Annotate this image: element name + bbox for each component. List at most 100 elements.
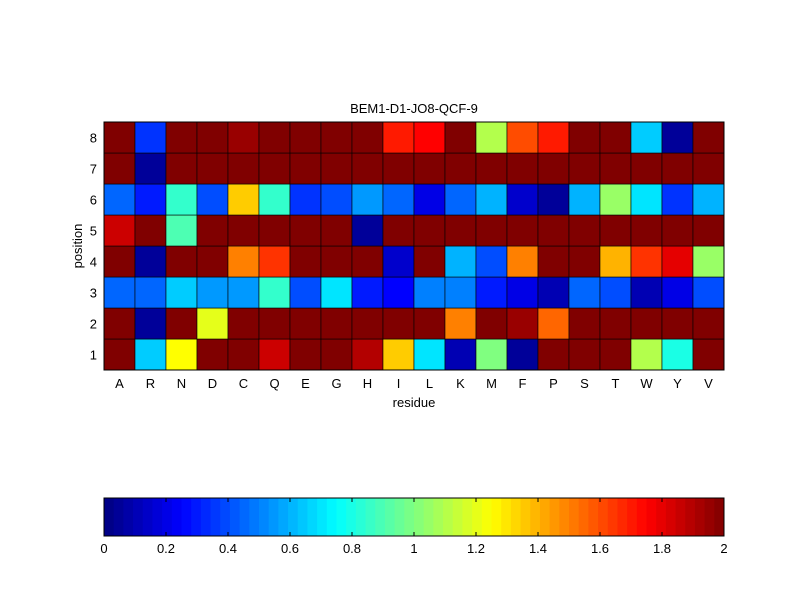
heatmap-cell bbox=[134, 307, 167, 340]
heatmap-cell bbox=[692, 276, 725, 309]
heatmap-cell bbox=[692, 214, 725, 247]
heatmap-cell bbox=[289, 183, 322, 216]
heatmap-cell bbox=[568, 245, 601, 278]
heatmap-cell bbox=[413, 183, 446, 216]
plot-frame bbox=[103, 121, 725, 371]
x-tick-label: Y bbox=[673, 376, 682, 391]
heatmap-cell bbox=[320, 245, 353, 278]
heatmap-cell bbox=[134, 338, 167, 371]
y-axis-label: position bbox=[70, 224, 85, 269]
x-tick-label: T bbox=[612, 376, 620, 391]
heatmap-cell bbox=[661, 245, 694, 278]
colorbar-tick-label: 1.8 bbox=[653, 541, 671, 556]
heatmap-cell bbox=[320, 121, 353, 154]
heatmap-cell bbox=[630, 152, 663, 185]
colorbar-tick-label: 0.6 bbox=[281, 541, 299, 556]
heatmap-cell bbox=[537, 338, 570, 371]
x-tick-label: D bbox=[208, 376, 217, 391]
heatmap-cell bbox=[103, 183, 136, 216]
heatmap-cell bbox=[289, 214, 322, 247]
heatmap-cell bbox=[134, 152, 167, 185]
heatmap-cell bbox=[351, 152, 384, 185]
colorbar-segment bbox=[685, 498, 696, 536]
y-tick-label: 1 bbox=[90, 348, 97, 363]
colorbar-segment bbox=[346, 498, 357, 536]
colorbar-segment bbox=[123, 498, 134, 536]
heatmap-cell bbox=[692, 121, 725, 154]
colorbar-segment bbox=[539, 498, 551, 536]
heatmap-cell bbox=[351, 338, 384, 371]
colorbar-segment bbox=[297, 498, 308, 536]
x-tick-label: A bbox=[115, 376, 124, 391]
colorbar-segment bbox=[220, 498, 231, 536]
heatmap-cell bbox=[320, 276, 353, 309]
x-tick-label: C bbox=[239, 376, 248, 391]
heatmap-cell bbox=[537, 152, 570, 185]
colorbar-segment bbox=[336, 498, 347, 536]
heatmap-cells bbox=[103, 121, 725, 371]
colorbar-segment bbox=[278, 498, 289, 536]
chart-title: BEM1-D1-JO8-QCF-9 bbox=[350, 101, 478, 116]
heatmap-cell bbox=[227, 307, 260, 340]
heatmap-cell bbox=[599, 276, 632, 309]
heatmap-cell bbox=[227, 338, 260, 371]
heatmap-cell bbox=[196, 214, 229, 247]
colorbar-tick-labels: 0 0.2 0.4 0.6 0.8 1 1.2 1.4 1.6 1.8 2 bbox=[100, 498, 728, 556]
heatmap-cell bbox=[289, 152, 322, 185]
colorbar-segment bbox=[569, 498, 580, 536]
heatmap-cell bbox=[506, 183, 539, 216]
heatmap-cell bbox=[134, 121, 167, 154]
y-tick-label: 6 bbox=[90, 193, 97, 208]
heatmap-cell bbox=[475, 183, 508, 216]
heatmap-cell bbox=[258, 245, 291, 278]
colorbar-tick-label: 1.2 bbox=[467, 541, 485, 556]
heatmap-cell bbox=[320, 338, 353, 371]
heatmap-cell bbox=[227, 245, 260, 278]
heatmap-cell bbox=[599, 183, 632, 216]
colorbar-segment bbox=[259, 498, 270, 536]
x-tick-label: N bbox=[177, 376, 186, 391]
heatmap-cell bbox=[444, 338, 477, 371]
heatmap-cell bbox=[382, 307, 415, 340]
heatmap-cell bbox=[289, 121, 322, 154]
y-tick-labels: 1 2 3 4 5 6 7 8 bbox=[90, 131, 97, 363]
y-tick-label: 3 bbox=[90, 286, 97, 301]
heatmap-cell bbox=[599, 338, 632, 371]
heatmap-cell bbox=[506, 214, 539, 247]
heatmap-cell bbox=[630, 183, 663, 216]
colorbar-segment bbox=[239, 498, 250, 536]
x-tick-label: Q bbox=[269, 376, 279, 391]
y-tick-label: 7 bbox=[90, 162, 97, 177]
heatmap-cell bbox=[413, 214, 446, 247]
x-tick-label: V bbox=[704, 376, 713, 391]
colorbar-segment bbox=[191, 498, 202, 536]
heatmap-cell bbox=[599, 152, 632, 185]
heatmap-cell bbox=[444, 214, 477, 247]
heatmap-cell bbox=[475, 245, 508, 278]
heatmap-cell bbox=[506, 245, 539, 278]
heatmap-cell bbox=[506, 121, 539, 154]
heatmap-cell bbox=[103, 214, 136, 247]
colorbar-segment bbox=[113, 498, 124, 536]
heatmap-cell bbox=[537, 307, 570, 340]
colorbar-segment bbox=[288, 498, 299, 536]
heatmap-cell bbox=[692, 338, 725, 371]
heatmap-cell bbox=[506, 338, 539, 371]
x-tick-label: G bbox=[331, 376, 341, 391]
colorbar-segment bbox=[317, 498, 328, 536]
heatmap-cell bbox=[661, 152, 694, 185]
heatmap-cell bbox=[475, 276, 508, 309]
colorbar-segment bbox=[375, 498, 386, 536]
colorbar-segment bbox=[559, 498, 570, 536]
heatmap-cell bbox=[258, 121, 291, 154]
heatmap-cell bbox=[475, 214, 508, 247]
heatmap-cell bbox=[227, 276, 260, 309]
heatmap-cell bbox=[289, 338, 322, 371]
colorbar-tick-label: 0.8 bbox=[343, 541, 361, 556]
colorbar-tick-label: 2 bbox=[720, 541, 727, 556]
x-tick-label: M bbox=[486, 376, 497, 391]
heatmap-cell bbox=[692, 183, 725, 216]
heatmap-cell bbox=[289, 307, 322, 340]
heatmap-cell bbox=[320, 307, 353, 340]
